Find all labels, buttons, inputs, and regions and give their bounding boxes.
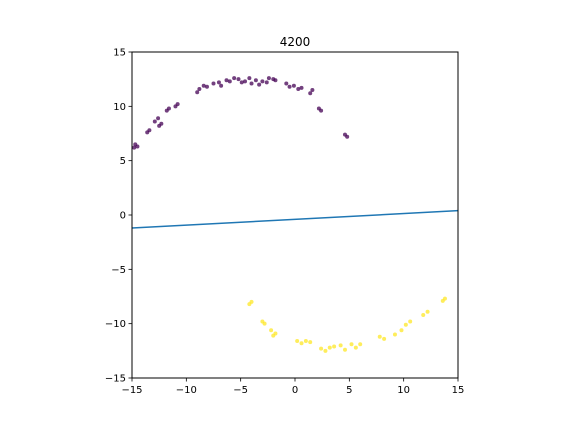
scatter-point-class-1	[269, 328, 274, 333]
scatter-point-class-0	[260, 79, 265, 84]
scatter-point-class-1	[349, 342, 354, 347]
y-tick-label: −15	[105, 374, 126, 385]
scatter-point-class-1	[421, 312, 426, 317]
scatter-point-class-0	[239, 80, 244, 85]
scatter-point-class-0	[243, 79, 248, 84]
scatter-point-class-0	[310, 88, 315, 93]
scatter-point-class-0	[175, 102, 180, 107]
scatter-point-class-0	[232, 76, 237, 81]
scatter-point-class-0	[291, 83, 296, 88]
scatter-point-class-1	[392, 332, 397, 337]
scatter-point-class-0	[257, 82, 262, 87]
x-tick-label: 5	[346, 385, 352, 396]
scatter-point-class-0	[152, 119, 157, 124]
scatter-point-class-1	[382, 336, 387, 341]
scatter-point-class-0	[216, 80, 221, 85]
decision-boundary-line	[132, 209, 458, 229]
scatter-point-class-0	[197, 86, 202, 91]
axes-background	[132, 52, 458, 378]
scatter-point-class-0	[273, 78, 278, 83]
scatter-point-class-1	[262, 321, 267, 326]
y-tick-label: 15	[113, 48, 126, 59]
decision-boundary-layer	[132, 209, 458, 229]
scatter-point-class-0	[211, 81, 216, 86]
x-tick-label: 10	[397, 385, 410, 396]
scatter-point-class-1	[353, 345, 358, 350]
y-tick-label: −5	[111, 265, 126, 276]
scatter-point-class-1	[327, 345, 332, 350]
scatter-point-class-1	[308, 340, 313, 345]
scatter-point-class-0	[227, 79, 232, 84]
scatter-point-class-0	[224, 78, 229, 83]
scatter-point-class-1	[273, 331, 278, 336]
scatter-point-class-0	[266, 76, 271, 81]
scatter-point-class-0	[284, 81, 289, 86]
scatter-point-class-0	[296, 86, 301, 91]
scatter-point-class-1	[319, 346, 324, 351]
y-tick-label: −10	[105, 319, 126, 330]
scatter-point-class-1	[442, 296, 447, 301]
scatter-point-class-1	[408, 319, 413, 324]
x-tick-label: −15	[121, 385, 142, 396]
x-tick-label: −10	[176, 385, 197, 396]
scatter-point-class-1	[399, 328, 404, 333]
scatter-point-class-0	[195, 90, 200, 95]
scatter-point-class-0	[147, 128, 152, 133]
scatter-point-class-0	[319, 108, 324, 113]
scatter-point-class-0	[249, 81, 254, 86]
y-tick-label: 5	[120, 156, 126, 167]
scatter-point-class-0	[287, 84, 292, 89]
scatter-point-class-1	[425, 309, 430, 314]
scatter-point-class-0	[264, 80, 269, 85]
scatter-point-class-0	[157, 123, 162, 128]
scatter-point-class-0	[253, 78, 258, 83]
scatter-point-class-0	[135, 144, 140, 149]
plot-area	[131, 51, 459, 379]
scatter-point-class-0	[236, 77, 241, 82]
scatter-point-class-0	[166, 106, 171, 111]
y-tick-label: 0	[120, 211, 126, 222]
scatter-point-class-1	[323, 348, 328, 353]
scatter-point-class-0	[204, 84, 209, 89]
x-axis: −15 −10 −5 0 5 10 15	[121, 378, 464, 396]
scatter-point-class-1	[332, 344, 337, 349]
scatter-point-class-0	[219, 83, 224, 88]
scatter-point-class-0	[299, 85, 304, 90]
scatter-point-class-1	[342, 347, 347, 352]
scatter-point-class-1	[295, 339, 300, 344]
scatter-point-class-0	[345, 134, 350, 139]
y-axis: −15 −10 −5 0 5 10 15	[105, 48, 132, 385]
scatter-point-class-0	[201, 83, 206, 88]
scatter-point-class-0	[308, 91, 313, 96]
scatter-point-class-1	[303, 339, 308, 344]
x-tick-label: −5	[233, 385, 248, 396]
x-tick-label: 15	[452, 385, 465, 396]
scatter-point-class-1	[358, 342, 363, 347]
chart-title: 4200	[280, 35, 311, 49]
scatter-point-class-0	[247, 76, 252, 81]
scatter-point-class-1	[403, 322, 408, 327]
scatter-point-class-1	[249, 299, 254, 304]
scatter-point-class-1	[338, 343, 343, 348]
x-tick-label: 0	[292, 385, 298, 396]
y-tick-label: 10	[113, 102, 126, 113]
scatter-point-class-0	[132, 145, 137, 150]
scatter-point-class-1	[377, 334, 382, 339]
scatter-point-class-1	[299, 341, 304, 346]
scatter-point-class-0	[156, 116, 161, 121]
scatter-points	[132, 76, 447, 353]
